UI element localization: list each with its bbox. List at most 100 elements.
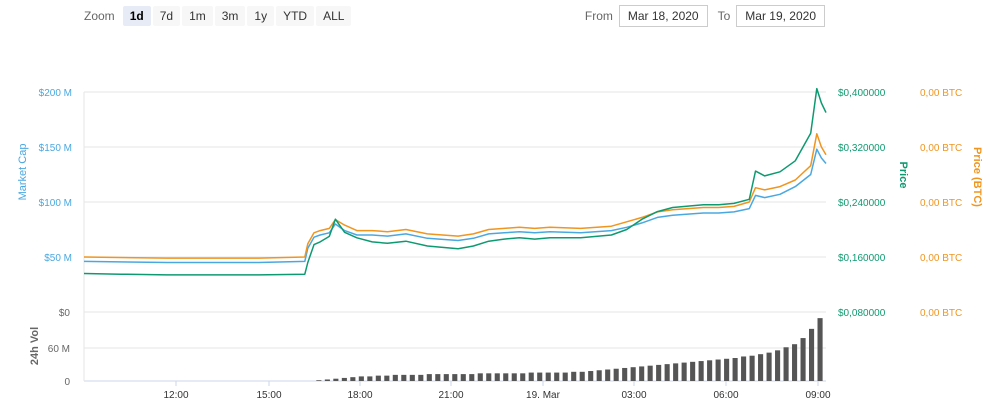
price-btc-tick: 0,00 BTC bbox=[920, 253, 962, 264]
price-btc-tick: 0,00 BTC bbox=[920, 88, 962, 99]
volume-bar bbox=[732, 358, 738, 381]
price-axis-label: Price bbox=[897, 162, 909, 189]
volume-bar bbox=[545, 372, 551, 381]
volume-bar bbox=[809, 328, 815, 381]
volume-bar bbox=[588, 371, 594, 381]
zoom-button-7d[interactable]: 7d bbox=[152, 6, 181, 26]
volume-bar bbox=[741, 356, 747, 381]
volume-tick: $0 bbox=[59, 308, 71, 319]
volume-bar bbox=[792, 344, 798, 381]
x-tick-label: 21:00 bbox=[438, 390, 463, 401]
series-line-price_btc bbox=[83, 133, 827, 259]
volume-bar bbox=[401, 374, 407, 381]
series-line-market_cap bbox=[83, 148, 827, 264]
zoom-button-3m[interactable]: 3m bbox=[214, 6, 246, 26]
volume-bar bbox=[775, 350, 781, 381]
volume-bar bbox=[494, 373, 500, 381]
volume-bar bbox=[350, 377, 356, 381]
market-cap-tick: $100 M bbox=[39, 198, 72, 209]
zoom-button-1m[interactable]: 1m bbox=[182, 6, 213, 26]
volume-bar bbox=[375, 375, 381, 381]
market-cap-tick: $150 M bbox=[39, 143, 72, 154]
volume-bar bbox=[324, 379, 330, 381]
volume-bar bbox=[435, 374, 441, 381]
volume-bar bbox=[537, 372, 543, 381]
volume-bar bbox=[817, 318, 823, 381]
price-tick: $0,080000 bbox=[838, 308, 886, 319]
volume-bar bbox=[341, 377, 347, 381]
series-line-price bbox=[83, 87, 827, 276]
series-lines bbox=[83, 87, 827, 276]
volume-bar bbox=[367, 376, 373, 381]
volume-bar bbox=[749, 355, 755, 381]
zoom-button-1d[interactable]: 1d bbox=[122, 6, 151, 26]
x-tick-label: 18:00 bbox=[347, 390, 372, 401]
volume-bar bbox=[622, 367, 628, 381]
volume-bar bbox=[426, 374, 432, 381]
axes: $50 M $100 M $150 M $200 M Market Cap $0 60 M 0… bbox=[17, 88, 983, 401]
zoom-button-all[interactable]: ALL bbox=[316, 6, 352, 26]
volume-bar bbox=[690, 361, 696, 381]
range-to-input[interactable]: Mar 19, 2020 bbox=[736, 5, 825, 27]
x-tick-label: 03:00 bbox=[621, 390, 646, 401]
volume-tick: 0 bbox=[64, 377, 70, 388]
market-cap-axis-label: Market Cap bbox=[17, 144, 29, 201]
volume-bar bbox=[358, 376, 364, 381]
volume-bar bbox=[409, 374, 415, 381]
x-tick-label: 09:00 bbox=[805, 390, 830, 401]
volume-bar bbox=[460, 374, 466, 381]
price-tick: $0,240000 bbox=[838, 198, 886, 209]
volume-bar bbox=[486, 373, 492, 381]
volume-bar bbox=[681, 362, 687, 381]
volume-bar bbox=[469, 374, 475, 381]
range-to-label: To bbox=[717, 9, 731, 23]
volume-bar bbox=[758, 354, 764, 381]
price-btc-axis-label: Price (BTC) bbox=[971, 147, 983, 207]
volume-bar bbox=[392, 374, 398, 381]
volume-bar bbox=[800, 338, 806, 381]
volume-bar bbox=[554, 372, 560, 381]
price-tick: $0,400000 bbox=[838, 88, 886, 99]
range-from-input[interactable]: Mar 18, 2020 bbox=[618, 5, 708, 27]
volume-bar bbox=[596, 370, 602, 381]
volume-bar bbox=[503, 373, 509, 381]
volume-bar bbox=[418, 374, 424, 381]
volume-bar bbox=[707, 360, 713, 381]
x-tick-label: 06:00 bbox=[713, 390, 738, 401]
zoom-selector: Zoom 1d 7d 1m 3m 1y YTD ALL bbox=[84, 6, 353, 26]
volume-bar bbox=[528, 372, 534, 381]
volume-bar bbox=[639, 366, 645, 381]
price-tick: $0,160000 bbox=[838, 253, 886, 264]
price-btc-tick: 0,00 BTC bbox=[920, 143, 962, 154]
x-tick-label: 12:00 bbox=[163, 390, 188, 401]
volume-bar bbox=[664, 364, 670, 381]
zoom-button-1y[interactable]: 1y bbox=[247, 6, 275, 26]
volume-bar bbox=[452, 374, 458, 381]
volume-bar bbox=[724, 358, 730, 381]
price-btc-tick: 0,00 BTC bbox=[920, 198, 962, 209]
zoom-label: Zoom bbox=[84, 9, 115, 23]
volume-bar bbox=[766, 352, 772, 381]
volume-bar bbox=[698, 361, 704, 381]
volume-bar bbox=[605, 369, 611, 381]
price-btc-tick: 0,00 BTC bbox=[920, 308, 962, 319]
volume-bar bbox=[333, 378, 339, 381]
volume-bar bbox=[477, 373, 483, 381]
volume-tick: 60 M bbox=[48, 344, 70, 355]
volume-bar bbox=[579, 371, 585, 381]
volume-bar bbox=[562, 372, 568, 381]
zoom-button-ytd[interactable]: YTD bbox=[276, 6, 315, 26]
x-tick-label: 15:00 bbox=[256, 390, 281, 401]
volume-bar bbox=[520, 373, 526, 381]
volume-bar bbox=[613, 368, 619, 381]
volume-bars bbox=[316, 318, 823, 381]
x-tick-label: 19. Mar bbox=[526, 390, 561, 401]
volume-axis-label: 24h Vol bbox=[29, 327, 41, 365]
range-from-label: From bbox=[584, 9, 613, 23]
volume-bar bbox=[511, 373, 517, 381]
date-range: From Mar 18, 2020 To Mar 19, 2020 bbox=[584, 5, 825, 27]
volume-bar bbox=[783, 347, 789, 381]
volume-bar bbox=[316, 380, 322, 381]
volume-bar bbox=[630, 367, 636, 381]
